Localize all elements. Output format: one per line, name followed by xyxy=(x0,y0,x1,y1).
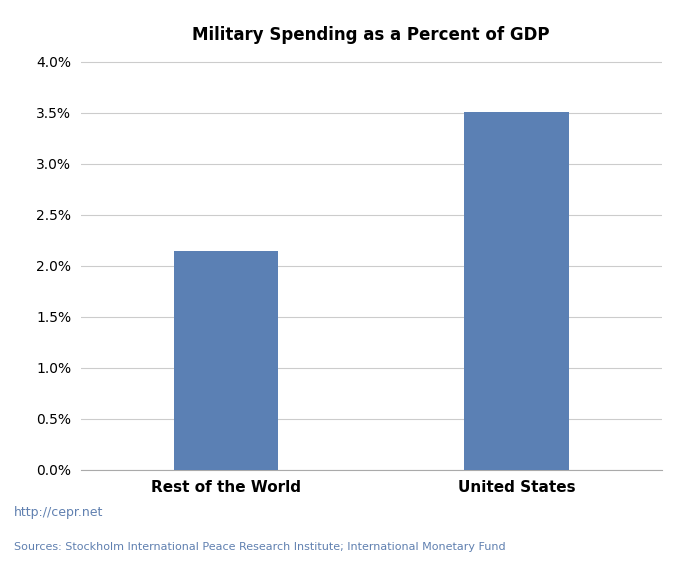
Title: Military Spending as a Percent of GDP: Military Spending as a Percent of GDP xyxy=(192,26,550,45)
Bar xyxy=(174,250,278,470)
Bar xyxy=(464,112,568,470)
Text: Sources: Stockholm International Peace Research Institute; International Monetar: Sources: Stockholm International Peace R… xyxy=(14,542,505,552)
Text: http://cepr.net: http://cepr.net xyxy=(14,506,103,519)
